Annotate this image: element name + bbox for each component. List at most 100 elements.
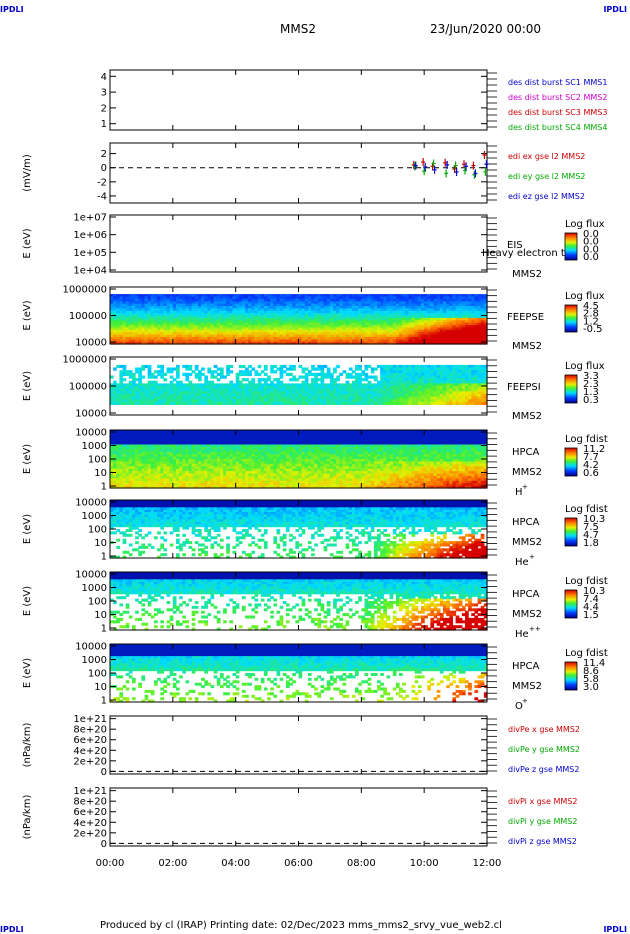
spectrogram-cell	[345, 296, 350, 300]
spectrogram-cell	[226, 317, 230, 321]
spectrogram-cell	[125, 320, 130, 324]
spectrogram-cell	[424, 313, 428, 317]
spectrogram-cell	[292, 378, 296, 382]
spectrogram-cell	[254, 388, 259, 392]
spectrogram-cell	[355, 388, 359, 392]
spectrogram-cell	[169, 430, 174, 433]
spectrogram-cell	[125, 459, 130, 462]
spectrogram-cell	[452, 372, 457, 376]
spectrogram-cell	[176, 308, 180, 312]
spectrogram-cell	[461, 367, 466, 371]
spectrogram-cell	[229, 388, 234, 392]
spectrogram-cell	[119, 451, 124, 455]
spectrogram-cell	[468, 301, 472, 305]
spectrogram-cell	[169, 401, 174, 405]
spectrogram-cell	[483, 332, 488, 336]
spectrogram-cell	[405, 364, 409, 369]
spectrogram-cell	[144, 434, 149, 438]
spectrogram-cell	[201, 451, 205, 455]
spectrogram-cell	[116, 341, 120, 345]
spectrogram-cell	[138, 386, 142, 390]
spectrogram-cell	[229, 334, 234, 338]
spectrogram-cell	[185, 463, 190, 467]
spectrogram-cell	[273, 320, 278, 324]
spectrogram-cell	[336, 336, 340, 340]
spectrogram-cell	[182, 317, 186, 321]
spectrogram-cell	[157, 315, 161, 319]
spectrogram-cell	[226, 320, 230, 324]
spectrogram-cell	[336, 320, 340, 324]
spectrogram-cell	[273, 341, 278, 345]
spectrogram-cell	[367, 383, 372, 387]
spectrogram-cell	[238, 383, 243, 387]
spectrogram-cell	[150, 308, 155, 312]
spectrogram-cell	[204, 298, 208, 302]
spectrogram-cell	[232, 325, 237, 328]
spectrogram-cell	[436, 383, 441, 387]
spectrogram-cell	[119, 437, 124, 441]
spectrogram-cell	[235, 341, 240, 345]
colorbar	[564, 374, 578, 404]
spectrogram-cell	[223, 325, 227, 328]
spectrogram-cell	[386, 399, 391, 403]
spectrogram-cell	[270, 325, 274, 328]
spectrogram-cell	[364, 396, 369, 400]
spectrogram-cell	[392, 320, 397, 324]
spectrogram-cell	[226, 339, 230, 343]
spectrogram-cell	[317, 332, 322, 336]
spectrogram-cell	[144, 483, 149, 487]
spectrogram-cell	[329, 294, 334, 298]
spectrogram-cell	[207, 322, 212, 326]
spectrogram-cell	[367, 315, 372, 319]
spectrogram-cell	[386, 296, 391, 300]
spectrogram-cell	[307, 386, 312, 390]
spectrogram-cell	[194, 383, 199, 387]
spectrogram-cell	[333, 399, 337, 403]
spectrogram-cell	[172, 430, 177, 433]
spectrogram-cell	[285, 367, 290, 371]
spectrogram-cell	[138, 391, 142, 395]
spectrogram-cell	[436, 372, 441, 376]
spectrogram-cell	[128, 485, 133, 489]
spectrogram-cell	[386, 378, 391, 382]
spectrogram-cell	[125, 475, 130, 479]
spectrogram-cell	[176, 375, 180, 379]
spectrogram-cell	[138, 485, 142, 489]
spectrogram-cell	[436, 313, 441, 317]
spectrogram-cell	[411, 396, 416, 400]
spectrogram-cell	[377, 310, 381, 314]
spectrogram-cell	[169, 454, 174, 458]
spectrogram-cell	[320, 320, 325, 324]
spectrogram-cell	[285, 322, 290, 326]
spectrogram-cell	[421, 393, 425, 398]
spectrogram-cell	[191, 310, 196, 314]
spectrogram-cell	[402, 396, 406, 400]
spectrogram-cell	[301, 393, 306, 398]
spectrogram-cell	[468, 367, 472, 371]
spectrogram-cell	[201, 401, 205, 405]
spectrogram-cell	[257, 308, 262, 312]
spectrogram-cell	[119, 322, 124, 326]
spectrogram-cell	[399, 298, 403, 302]
spectrogram-cell	[179, 327, 183, 331]
spectrogram-cell	[216, 336, 221, 340]
spectrogram-cell	[245, 391, 249, 395]
spectrogram-cell	[345, 315, 350, 319]
spectrogram-cell	[471, 399, 475, 403]
spectrogram-cell	[326, 367, 331, 371]
spectrogram-cell	[380, 332, 384, 336]
spectrogram-cell	[132, 430, 136, 433]
spectrogram-cell	[414, 401, 419, 405]
spectrogram-cell	[307, 336, 312, 340]
spectrogram-cell	[232, 336, 237, 340]
spectrogram-cell	[320, 367, 325, 371]
spectrogram-cell	[377, 401, 381, 405]
spectrogram-cell	[232, 298, 237, 302]
spectrogram-cell	[336, 298, 340, 302]
spectrogram-cell	[160, 322, 164, 326]
spectrogram-cell	[421, 336, 425, 340]
spectrogram-cell	[176, 439, 180, 443]
spectrogram-cell	[267, 401, 271, 405]
spectrogram-cell	[122, 372, 127, 376]
spectrogram-cell	[436, 341, 441, 345]
